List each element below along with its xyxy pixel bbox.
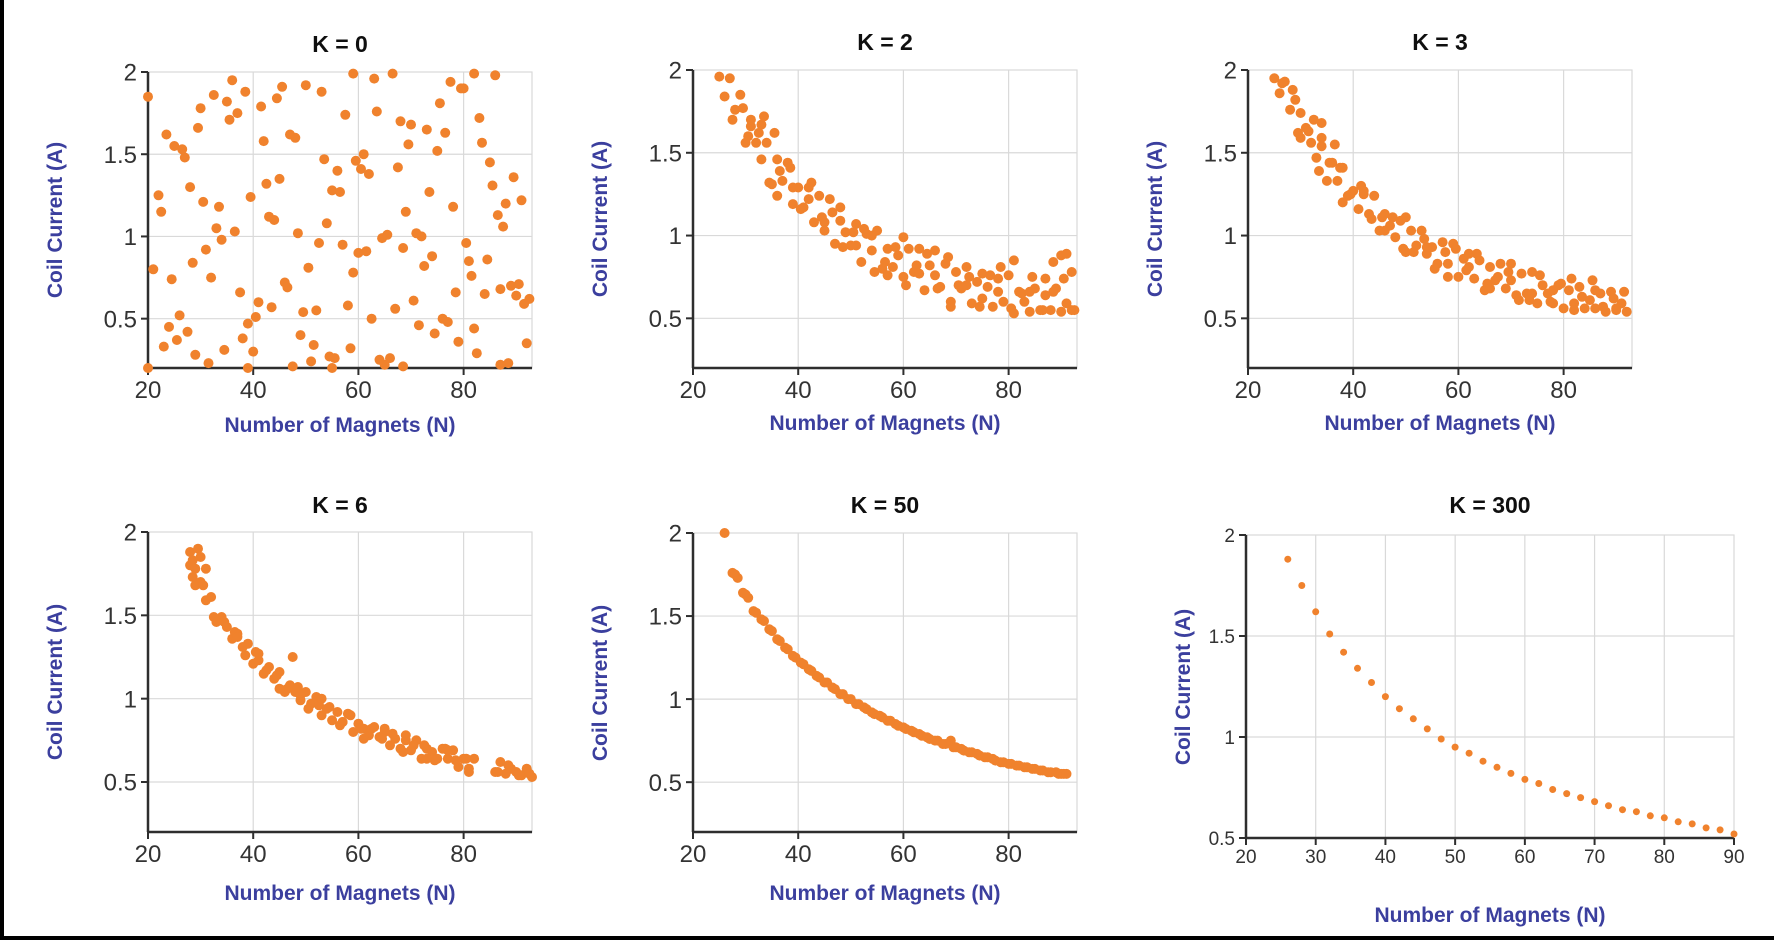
x-axis-label-k0: Number of Magnets (N) (225, 414, 456, 437)
svg-text:80: 80 (995, 841, 1022, 868)
x-axis-label-k300: Number of Magnets (N) (1375, 904, 1606, 927)
y-axis-label-k300: Coil Current (A) (1172, 609, 1195, 765)
svg-text:1.5: 1.5 (104, 603, 137, 630)
svg-text:1: 1 (669, 223, 682, 250)
svg-text:40: 40 (240, 841, 267, 868)
scatter-plot-k2: 20 40 60 80 0.5 1 1.5 2 (649, 58, 1080, 404)
y-axis-label-k6: Coil Current (A) (44, 604, 67, 760)
svg-text:0.5: 0.5 (104, 770, 137, 797)
svg-text:2: 2 (669, 521, 682, 548)
svg-text:60: 60 (1445, 377, 1472, 404)
plot-title-k0: K = 0 (312, 31, 368, 57)
svg-text:1: 1 (1224, 223, 1237, 250)
figure-bottom-border (0, 936, 1774, 940)
svg-text:20: 20 (680, 841, 707, 868)
svg-text:90: 90 (1723, 847, 1744, 868)
y-axis-label-k3: Coil Current (A) (1144, 141, 1167, 297)
svg-text:60: 60 (345, 841, 372, 868)
svg-text:2: 2 (124, 520, 137, 547)
scatter-plot-k50: 20 40 60 80 0.5 1 1.5 2 (649, 521, 1078, 868)
svg-text:60: 60 (345, 377, 372, 404)
plot-title-k3: K = 3 (1412, 29, 1468, 55)
svg-text:60: 60 (1514, 847, 1535, 868)
y-axis-label-k2: Coil Current (A) (589, 141, 612, 297)
svg-text:60: 60 (890, 377, 917, 404)
svg-text:1.5: 1.5 (104, 142, 137, 169)
svg-text:0.5: 0.5 (649, 770, 682, 797)
y-axis-label-k50: Coil Current (A) (589, 605, 612, 761)
y-axis-label-k0: Coil Current (A) (44, 142, 67, 298)
x-axis-label-k6: Number of Magnets (N) (225, 882, 456, 905)
svg-text:0.5: 0.5 (1209, 829, 1235, 850)
svg-text:0.5: 0.5 (649, 306, 682, 333)
svg-text:20: 20 (680, 377, 707, 404)
svg-text:1: 1 (124, 224, 137, 251)
svg-text:40: 40 (785, 377, 812, 404)
svg-text:80: 80 (995, 377, 1022, 404)
x-axis-label-k3: Number of Magnets (N) (1325, 412, 1556, 435)
svg-text:60: 60 (890, 841, 917, 868)
svg-text:40: 40 (1375, 847, 1396, 868)
svg-text:2: 2 (669, 58, 682, 85)
svg-text:1.5: 1.5 (1204, 140, 1237, 167)
x-axis-label-k50: Number of Magnets (N) (770, 882, 1001, 905)
svg-text:20: 20 (135, 841, 162, 868)
svg-text:1.5: 1.5 (649, 140, 682, 167)
plot-title-k300: K = 300 (1449, 492, 1530, 518)
plot-title-k50: K = 50 (851, 492, 919, 518)
svg-text:20: 20 (1235, 377, 1262, 404)
svg-text:50: 50 (1445, 847, 1466, 868)
svg-text:1: 1 (1224, 728, 1235, 749)
svg-text:0.5: 0.5 (1204, 306, 1237, 333)
svg-text:30: 30 (1305, 847, 1326, 868)
svg-text:2: 2 (124, 60, 137, 87)
x-axis-label-k2: Number of Magnets (N) (770, 412, 1001, 435)
svg-text:1: 1 (124, 686, 137, 713)
plot-title-k6: K = 6 (312, 492, 368, 518)
svg-text:2: 2 (1224, 58, 1237, 85)
svg-text:1: 1 (669, 687, 682, 714)
svg-text:0.5: 0.5 (104, 306, 137, 333)
svg-text:2: 2 (1224, 526, 1235, 547)
scatter-plot-k0: 20 40 60 80 0.5 1 1.5 2 (104, 60, 535, 404)
svg-text:40: 40 (1340, 377, 1367, 404)
scatter-plot-k3: 20 40 60 80 0.5 1 1.5 2 (1204, 58, 1633, 404)
svg-text:1.5: 1.5 (1209, 627, 1235, 648)
svg-text:80: 80 (1654, 847, 1675, 868)
scatter-plot-k6: 20 40 60 80 0.5 1 1.5 2 (104, 520, 537, 868)
svg-text:80: 80 (450, 377, 477, 404)
figure-left-border (0, 0, 4, 940)
svg-text:70: 70 (1584, 847, 1605, 868)
svg-text:80: 80 (450, 841, 477, 868)
svg-text:40: 40 (240, 377, 267, 404)
svg-text:1.5: 1.5 (649, 604, 682, 631)
scatter-plot-k300: 20 30 40 50 60 70 80 90 0.5 1 1.5 2 (1209, 526, 1745, 868)
svg-text:80: 80 (1550, 377, 1577, 404)
plot-title-k2: K = 2 (857, 29, 913, 55)
svg-text:40: 40 (785, 841, 812, 868)
svg-text:20: 20 (1235, 847, 1256, 868)
svg-text:20: 20 (135, 377, 162, 404)
